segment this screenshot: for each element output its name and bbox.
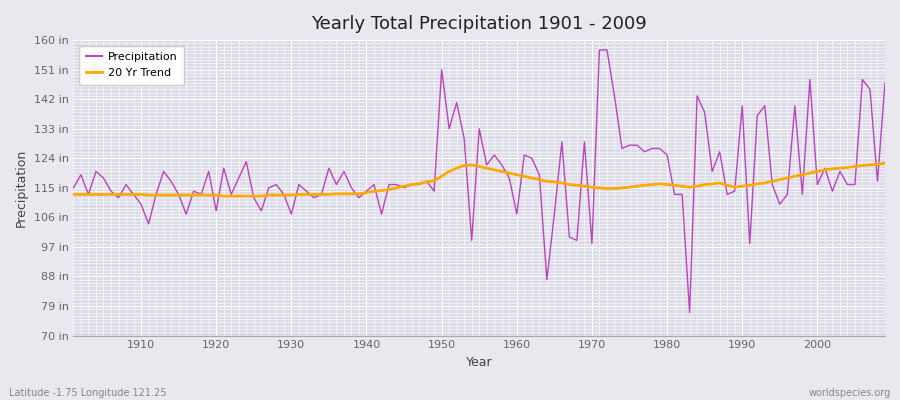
X-axis label: Year: Year: [466, 356, 492, 369]
Text: worldspecies.org: worldspecies.org: [809, 388, 891, 398]
Y-axis label: Precipitation: Precipitation: [15, 149, 28, 227]
Title: Yearly Total Precipitation 1901 - 2009: Yearly Total Precipitation 1901 - 2009: [311, 15, 647, 33]
Legend: Precipitation, 20 Yr Trend: Precipitation, 20 Yr Trend: [79, 46, 184, 84]
Text: Latitude -1.75 Longitude 121.25: Latitude -1.75 Longitude 121.25: [9, 388, 166, 398]
